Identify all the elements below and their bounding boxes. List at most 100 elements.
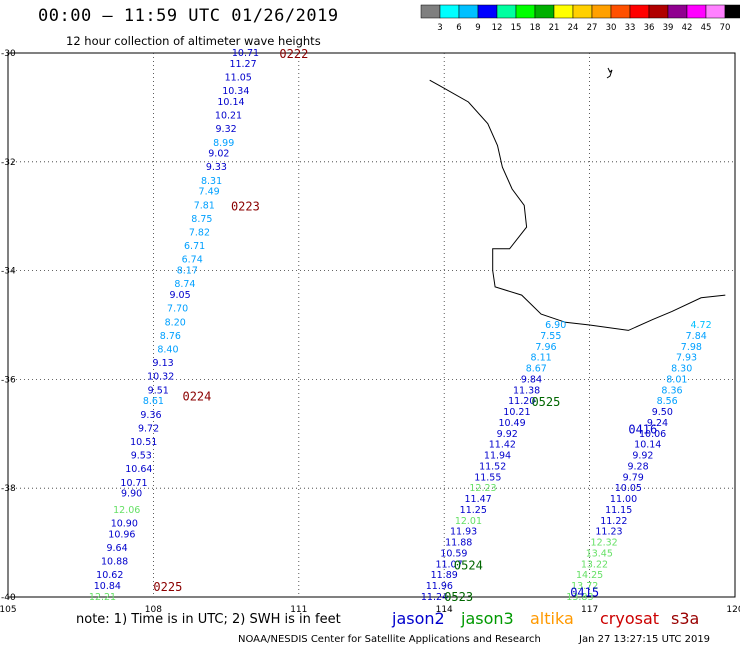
swh-data-point: 10.88 bbox=[101, 557, 128, 568]
legend-swatch bbox=[667, 4, 688, 19]
legend-swatch bbox=[439, 4, 460, 19]
swh-data-point: 10.51 bbox=[130, 437, 157, 448]
swh-data-point: 12.01 bbox=[455, 516, 482, 527]
legend-tick-label: 12 bbox=[492, 23, 503, 33]
swh-data-point: 11.00 bbox=[610, 494, 637, 505]
x-tick-label: 117 bbox=[581, 605, 598, 615]
legend-swatch bbox=[705, 4, 726, 19]
swh-data-point: 13.83 bbox=[566, 592, 593, 603]
swh-data-point: 8.40 bbox=[157, 344, 178, 355]
swh-data-point: 6.74 bbox=[182, 255, 203, 266]
swh-data-point: 9.79 bbox=[623, 472, 644, 483]
swh-data-point: 11.27 bbox=[229, 59, 256, 70]
swh-data-point: 12.06 bbox=[113, 505, 140, 516]
swh-data-point: 12.23 bbox=[469, 483, 496, 494]
legend-tick-label: 6 bbox=[456, 23, 461, 33]
swh-data-point: 10.06 bbox=[639, 429, 666, 440]
swh-data-point: 10.21 bbox=[215, 111, 242, 122]
legend-tick-label: 18 bbox=[530, 23, 541, 33]
y-tick-label: -40 bbox=[1, 593, 16, 603]
legend-swatch bbox=[724, 4, 740, 19]
legend-swatch bbox=[591, 4, 612, 19]
coastline bbox=[429, 79, 726, 331]
swh-data-point: 9.24 bbox=[647, 418, 668, 429]
swh-data-point: 9.84 bbox=[521, 374, 542, 385]
satellite-legend-altika: altika bbox=[530, 609, 574, 628]
swh-data-point: 9.92 bbox=[497, 429, 518, 440]
legend-tick-label: 9 bbox=[475, 23, 480, 33]
swh-data-point: 11.20 bbox=[508, 396, 535, 407]
swh-data-point: 11.07 bbox=[435, 559, 462, 570]
swh-data-point: 11.47 bbox=[465, 494, 492, 505]
swh-data-point: 9.33 bbox=[206, 162, 227, 173]
pass-time-label: 0415 bbox=[570, 586, 599, 600]
legend-tick-label: 24 bbox=[568, 23, 579, 33]
swh-data-point: 10.14 bbox=[634, 440, 661, 451]
swh-data-point: 8.31 bbox=[201, 176, 222, 187]
swh-data-point: 10.64 bbox=[125, 464, 152, 475]
swh-data-point: 6.71 bbox=[184, 241, 205, 252]
swh-data-point: 10.71 bbox=[120, 478, 147, 489]
legend-tick-label: 33 bbox=[625, 23, 636, 33]
swh-data-point: 10.21 bbox=[503, 407, 530, 418]
swh-data-point: 12.32 bbox=[591, 538, 618, 549]
legend-tick-label: 27 bbox=[587, 23, 598, 33]
swh-data-point: 8.74 bbox=[174, 279, 195, 290]
legend-tick-label: 30 bbox=[606, 23, 617, 33]
chart-title: 00:00 – 11:59 UTC 01/26/2019 bbox=[38, 6, 339, 26]
legend-tick-label: 42 bbox=[682, 23, 693, 33]
swh-data-point: 7.70 bbox=[167, 304, 188, 315]
swh-data-point: 4.72 bbox=[690, 320, 711, 331]
swh-data-point: 7.81 bbox=[194, 200, 215, 211]
pass-time-label: 0225 bbox=[153, 580, 182, 594]
plot-frame bbox=[7, 52, 736, 598]
footer-timestamp: Jan 27 13:27:15 UTC 2019 bbox=[579, 634, 711, 645]
swh-data-point: 7.49 bbox=[199, 187, 220, 198]
swh-data-point: 8.20 bbox=[165, 317, 186, 328]
legend-tick-label: 39 bbox=[663, 23, 674, 33]
swh-data-point: 10.71 bbox=[232, 48, 259, 59]
pass-time-label: 0222 bbox=[279, 47, 308, 61]
legend-tick-label: 3 bbox=[437, 23, 442, 33]
swh-data-point: 9.13 bbox=[153, 358, 174, 369]
swh-data-point: 8.56 bbox=[657, 396, 678, 407]
swh-data-point: 7.82 bbox=[189, 228, 210, 239]
swh-data-point: 11.89 bbox=[431, 570, 458, 581]
legend-swatch bbox=[610, 4, 631, 19]
swh-data-point: 11.52 bbox=[479, 461, 506, 472]
coastline-fragment bbox=[606, 67, 613, 79]
swh-data-point: 11.55 bbox=[474, 472, 501, 483]
footer-credit: NOAA/NESDIS Center for Satellite Applica… bbox=[238, 634, 541, 645]
swh-data-point: 8.76 bbox=[160, 331, 181, 342]
swh-data-point: 12.21 bbox=[89, 592, 116, 603]
swh-data-point: 13.22 bbox=[581, 559, 608, 570]
legend-tick-label: 70 bbox=[720, 23, 731, 33]
x-tick-label: 114 bbox=[436, 605, 453, 615]
satellite-legend-jason2: jason2 bbox=[391, 609, 445, 628]
legend-swatch bbox=[629, 4, 650, 19]
swh-data-point: 8.30 bbox=[671, 364, 692, 375]
swh-data-point: 11.15 bbox=[605, 505, 632, 516]
legend-tick-label: 15 bbox=[511, 23, 522, 33]
swh-data-point: 10.59 bbox=[440, 548, 467, 559]
swh-data-point: 8.17 bbox=[177, 266, 198, 277]
footer-note: note: 1) Time is in UTC; 2) SWH is in fe… bbox=[76, 612, 341, 627]
swh-data-point: 9.51 bbox=[148, 385, 169, 396]
pass-time-label: 0416 bbox=[628, 422, 657, 436]
swh-data-point: 7.84 bbox=[686, 331, 707, 342]
legend-swatch bbox=[553, 4, 574, 19]
legend-swatch bbox=[572, 4, 593, 19]
swh-data-point: 7.96 bbox=[535, 342, 556, 353]
swh-data-point: 11.22 bbox=[600, 516, 627, 527]
x-tick-label: 105 bbox=[0, 605, 17, 615]
legend-swatch bbox=[496, 4, 517, 19]
swh-data-point: 9.72 bbox=[138, 423, 159, 434]
swh-data-point: 10.96 bbox=[108, 529, 135, 540]
satellite-legend-s3a: s3a bbox=[671, 609, 699, 628]
swh-data-point: 9.05 bbox=[169, 290, 190, 301]
legend-tick-label: 45 bbox=[701, 23, 712, 33]
swh-data-point: 7.93 bbox=[676, 353, 697, 364]
y-tick-label: -30 bbox=[1, 49, 16, 59]
legend-tick-label: 21 bbox=[549, 23, 560, 33]
